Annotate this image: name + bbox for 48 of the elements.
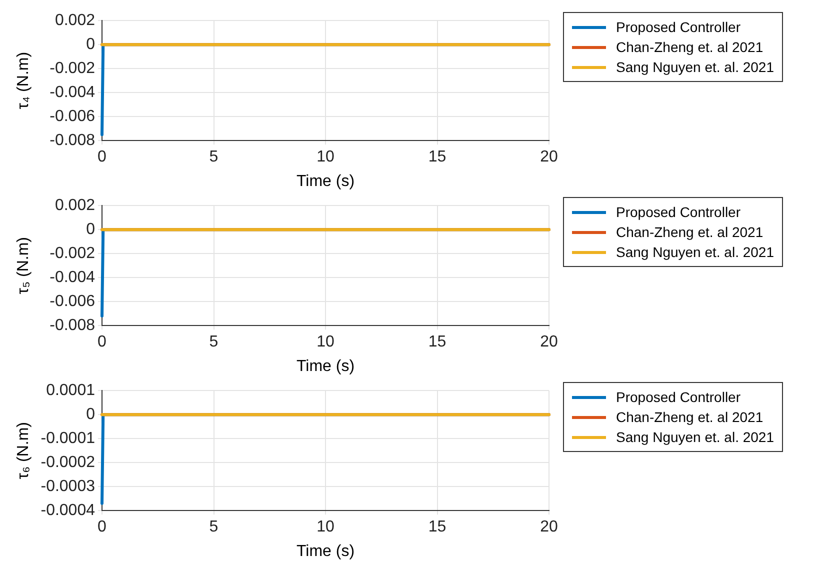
y-tick-label: 0.002 [54,12,96,30]
x-tick-label: 5 [209,334,218,351]
x-tick-label: 10 [316,518,334,536]
legend-label: Chan-Zheng et. al 2021 [616,223,764,242]
legend-label: Chan-Zheng et. al 2021 [616,38,764,57]
y-axis-title: τ₄ (N.m) [15,52,32,110]
legend-label: Sang Nguyen et. al. 2021 [616,58,774,77]
x-axis-title: Time (s) [296,172,355,190]
x-tick-label: 10 [316,148,334,166]
y-axis-title: τ₆ (N.m) [15,422,32,480]
y-tick-label: 0 [86,221,96,238]
y-tick-label: -0.004 [50,269,96,286]
y-tick-label: 0 [86,36,96,54]
y-tick-label: 0.0001 [46,382,96,400]
legend-label: Sang Nguyen et. al. 2021 [616,428,774,447]
x-tick-label: 15 [428,518,446,536]
x-tick-label: 10 [316,334,334,351]
legend-label: Proposed Controller [616,388,741,407]
y-tick-label: -0.004 [50,84,96,102]
legend-label: Proposed Controller [616,18,741,37]
x-tick-label: 20 [540,334,558,351]
legend-label: Sang Nguyen et. al. 2021 [616,243,774,262]
y-tick-label: -0.008 [50,317,96,334]
y-tick-label: -0.008 [50,132,96,150]
x-tick-label: 5 [209,148,218,166]
x-tick-label: 5 [209,518,218,536]
y-tick-label: -0.0001 [40,430,96,448]
x-tick-label: 20 [540,148,558,166]
y-tick-label: -0.006 [50,108,96,126]
y-axis-title: τ₅ (N.m) [15,237,32,294]
y-tick-label: 0.002 [54,197,96,214]
x-tick-label: 20 [540,518,558,536]
x-tick-label: 0 [98,518,107,536]
x-axis-title: Time (s) [296,542,355,560]
x-tick-label: 0 [98,334,107,351]
y-tick-label: -0.006 [50,293,96,310]
legend-label: Chan-Zheng et. al 2021 [616,408,764,427]
y-tick-label: -0.0002 [40,454,96,472]
legend-label: Proposed Controller [616,203,741,222]
x-axis-title: Time (s) [296,358,355,375]
x-tick-label: 15 [428,148,446,166]
y-tick-label: -0.0004 [40,502,96,520]
y-tick-label: -0.0003 [40,478,96,496]
y-tick-label: -0.002 [50,60,96,78]
y-tick-label: 0 [86,406,96,424]
y-tick-label: -0.002 [50,245,96,262]
x-tick-label: 15 [428,334,446,351]
x-tick-label: 0 [98,148,107,166]
